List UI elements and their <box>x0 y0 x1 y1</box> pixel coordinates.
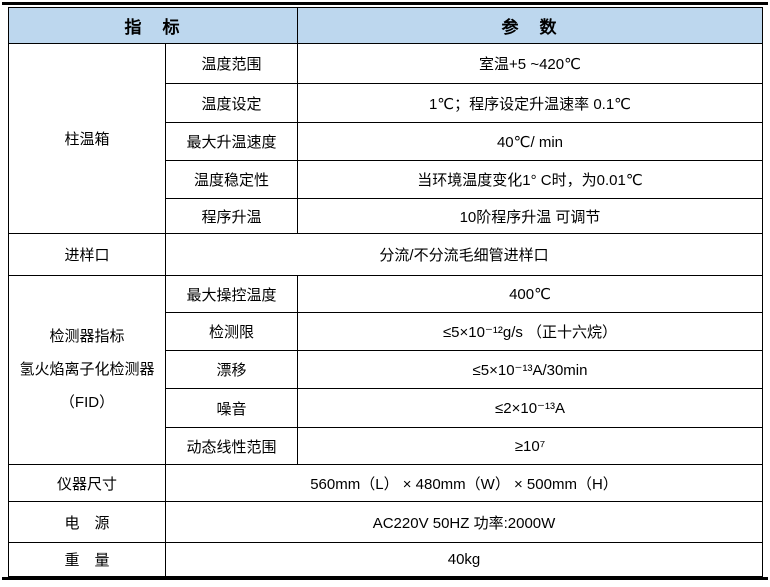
spec-value-temp-program: 10阶程序升温 可调节 <box>297 198 763 234</box>
spec-value-inlet: 分流/不分流毛细管进样口 <box>165 233 763 276</box>
table-row: 仪器尺寸 560mm（L） × 480mm（W） × 500mm（H） <box>8 464 763 502</box>
spec-value-max-operating-temp: 400℃ <box>297 275 763 313</box>
group-label-oven: 柱温箱 <box>8 43 166 234</box>
spec-name-temp-stability: 温度稳定性 <box>165 160 298 199</box>
spec-value-temp-setting: 1℃；程序设定升温速率 0.1℃ <box>297 83 763 123</box>
spec-value-noise: ≤2×10⁻¹³A <box>297 388 763 428</box>
table-row: 温度稳定性 当环境温度变化1° C时，为0.01℃ <box>9 160 763 199</box>
spec-name-detection-limit: 检测限 <box>165 312 298 351</box>
header-indicator: 指 标 <box>8 7 298 44</box>
spec-table: 指 标 参 数 柱温箱 温度范围 室温+5 ~420℃ 温度设定 1℃；程序设定… <box>8 7 763 577</box>
spec-value-max-heating-rate: 40℃/ min <box>297 122 763 161</box>
spec-value-detection-limit: ≤5×10⁻¹²g/s （正十六烷） <box>297 312 763 351</box>
spec-name-noise: 噪音 <box>165 388 298 428</box>
group-label-power: 电 源 <box>8 501 166 543</box>
spec-name-drift: 漂移 <box>165 350 298 389</box>
spec-value-temp-stability: 当环境温度变化1° C时，为0.01℃ <box>297 160 763 199</box>
bottom-thick-rule <box>2 577 768 580</box>
spec-value-temp-range: 室温+5 ~420℃ <box>297 43 763 84</box>
table-row: 最大升温速度 40℃/ min <box>9 122 763 161</box>
table-row: 温度设定 1℃；程序设定升温速率 0.1℃ <box>9 83 763 123</box>
spec-value-dynamic-range: ≥10⁷ <box>297 427 763 465</box>
group-label-detector: 检测器指标 氢火焰离子化检测器 （FID） <box>8 275 166 465</box>
table-row: 柱温箱 温度范围 室温+5 ~420℃ <box>8 43 763 234</box>
spec-value-dimensions: 560mm（L） × 480mm（W） × 500mm（H） <box>165 464 763 502</box>
table-row: 电 源 AC220V 50HZ 功率:2000W <box>8 501 763 543</box>
top-thick-rule <box>2 2 768 5</box>
spec-value-weight: 40kg <box>165 542 763 577</box>
table-row: 程序升温 10阶程序升温 可调节 <box>9 198 763 234</box>
spec-name-temp-setting: 温度设定 <box>165 83 298 123</box>
table-row: 重 量 40kg <box>8 542 763 577</box>
table-row: 动态线性范围 ≥10⁷ <box>9 427 763 465</box>
detector-label-line-2: 氢火焰离子化检测器 <box>19 361 155 378</box>
table-row: 检测器指标 氢火焰离子化检测器 （FID） 最大操控温度 400℃ <box>8 275 763 465</box>
table-row: 噪音 ≤2×10⁻¹³A <box>9 388 763 428</box>
spec-name-temp-range: 温度范围 <box>165 43 298 84</box>
table-row: 漂移 ≤5×10⁻¹³A/30min <box>9 350 763 389</box>
spec-name-temp-program: 程序升温 <box>165 198 298 234</box>
detector-label-line-3: （FID） <box>59 394 115 411</box>
table-row: 进样口 分流/不分流毛细管进样口 <box>8 233 763 276</box>
detector-label-line-1: 检测器指标 <box>49 328 125 345</box>
spec-value-drift: ≤5×10⁻¹³A/30min <box>297 350 763 389</box>
spec-value-power: AC220V 50HZ 功率:2000W <box>165 501 763 543</box>
table-row: 检测限 ≤5×10⁻¹²g/s （正十六烷） <box>9 312 763 351</box>
header-parameter: 参 数 <box>297 7 763 44</box>
spec-name-dynamic-range: 动态线性范围 <box>165 427 298 465</box>
group-label-dimensions: 仪器尺寸 <box>8 464 166 502</box>
table-header-row: 指 标 参 数 <box>8 7 763 44</box>
group-label-inlet: 进样口 <box>8 233 166 276</box>
spec-name-max-heating-rate: 最大升温速度 <box>165 122 298 161</box>
group-label-weight: 重 量 <box>8 542 166 577</box>
spec-name-max-operating-temp: 最大操控温度 <box>165 275 298 313</box>
